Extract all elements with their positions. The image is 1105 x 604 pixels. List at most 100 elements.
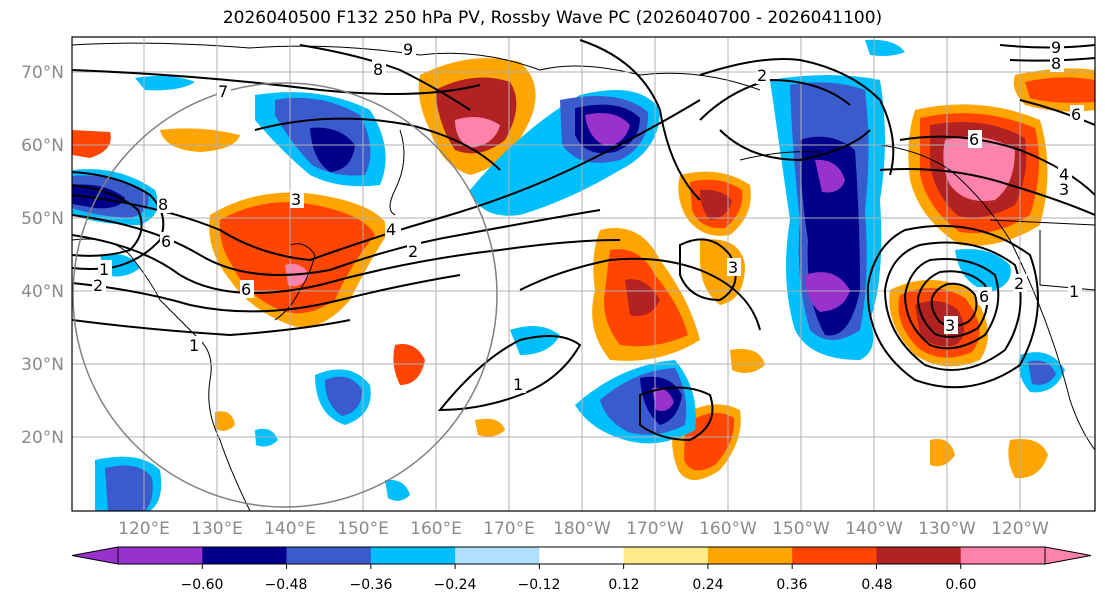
colorbar-extend-min <box>71 546 119 565</box>
contour-label: 6 <box>979 287 989 306</box>
pv-anomaly-shading <box>72 39 1095 511</box>
pv-positive-region <box>943 136 1015 201</box>
contour-label: 1 <box>1069 282 1079 301</box>
pv-positive-region <box>1008 439 1048 479</box>
colorbar-swatch <box>370 547 456 564</box>
lon-label: 140°E <box>264 519 316 539</box>
pv-positive-region <box>475 418 505 437</box>
pv-positive-region <box>625 279 660 316</box>
colorbar-tick-label: −0.36 <box>350 577 393 593</box>
contour-label: 9 <box>1051 38 1061 57</box>
colorbar-swatch <box>960 547 1046 564</box>
colorbar-tick-label: 0.36 <box>776 577 807 593</box>
contour-label: 9 <box>403 40 413 59</box>
pv-negative-region <box>815 159 845 193</box>
colorbar-swatch <box>623 547 709 564</box>
lat-label: 40°N <box>21 282 64 302</box>
pv-positive-region <box>700 189 732 220</box>
colorbar-tick-label: −0.24 <box>434 577 477 593</box>
contour-label: 1 <box>189 336 199 355</box>
pv-positive-region <box>684 412 735 471</box>
colorbar-swatches <box>71 546 1092 565</box>
pv-positive-region <box>930 439 955 467</box>
lat-label: 50°N <box>21 209 64 229</box>
colorbar-swatch <box>792 547 877 564</box>
lat-label: 70°N <box>21 63 64 83</box>
colorbar-tick-label: −0.48 <box>265 577 308 593</box>
contour-label: 2 <box>757 66 767 85</box>
contour-label: 6 <box>1071 105 1081 124</box>
pv-positive-region <box>730 349 765 374</box>
colorbar-tick-labels: −0.60 −0.48 −0.36 −0.24 −0.12 0.12 0.24 … <box>181 577 977 593</box>
contour-label: 1 <box>513 375 523 394</box>
map-frame <box>71 36 1096 512</box>
contour-label: 3 <box>1059 180 1069 199</box>
colorbar-tick-label: 0.24 <box>692 577 723 593</box>
lat-label: 60°N <box>21 136 64 156</box>
pv-positive-region <box>215 411 235 431</box>
contour-label: 6 <box>161 232 171 251</box>
latitude-labels: 70°N 60°N 50°N 40°N 30°N 20°N <box>21 63 64 448</box>
colorbar-swatch <box>455 547 540 564</box>
lat-label: 20°N <box>21 428 64 448</box>
contour-label: 8 <box>373 60 383 79</box>
lon-label: 130°W <box>918 519 976 539</box>
pv-negative-region <box>510 326 560 355</box>
colorbar-extend-max <box>1044 546 1092 565</box>
contour-label: 6 <box>241 280 251 299</box>
pv-negative-region <box>652 387 674 411</box>
lon-label: 150°W <box>772 519 830 539</box>
lon-label: 180°W <box>553 519 611 539</box>
colorbar-tick-label: −0.12 <box>518 577 561 593</box>
colorbar: −0.60 −0.48 −0.36 −0.24 −0.12 0.12 0.24 … <box>71 546 1092 593</box>
pv-positive-region <box>435 77 517 154</box>
contour-label: 8 <box>1051 54 1061 73</box>
map-content <box>72 37 1095 511</box>
figure-title: 2026040500 F132 250 hPa PV, Rossby Wave … <box>222 8 883 28</box>
lon-label: 120°E <box>118 519 170 539</box>
contour-label: 8 <box>158 195 168 214</box>
colorbar-swatch <box>286 547 372 564</box>
contour-label: 2 <box>1014 274 1024 293</box>
pv-positive-region <box>455 116 500 148</box>
longitude-labels: 120°E 130°E 140°E 150°E 160°E 170°E 180°… <box>118 519 1049 539</box>
lon-label: 160°W <box>699 519 757 539</box>
reference-circle <box>72 82 498 508</box>
pv-negative-region <box>325 376 362 416</box>
pv-positive-region <box>915 301 965 347</box>
pv-positive-region <box>1025 77 1095 103</box>
colorbar-swatch <box>118 547 203 564</box>
colorbar-swatch <box>539 547 625 564</box>
colorbar-tick-label: 0.48 <box>861 577 892 593</box>
pv-negative-region <box>805 272 850 312</box>
pv-negative-region <box>585 112 630 146</box>
colorbar-tick-label: 0.12 <box>608 577 639 593</box>
contour-label: 2 <box>93 276 103 295</box>
pv-positive-region <box>72 130 111 158</box>
pv-negative-region <box>135 75 195 91</box>
pv-negative-region <box>255 428 278 447</box>
lon-label: 170°W <box>626 519 684 539</box>
lon-label: 140°W <box>845 519 903 539</box>
lat-label: 30°N <box>21 355 64 375</box>
colorbar-ticks <box>201 564 962 569</box>
colorbar-swatch <box>707 547 793 564</box>
pv-negative-region <box>72 184 125 209</box>
contour-label: 3 <box>728 258 738 277</box>
lon-label: 150°E <box>337 519 389 539</box>
pv-negative-region <box>105 465 153 511</box>
pv-positive-region <box>160 128 240 152</box>
lon-label: 160°E <box>410 519 462 539</box>
contour-label: 6 <box>969 130 979 149</box>
contour-label: 4 <box>386 220 396 239</box>
pv-negative-region <box>1028 360 1056 385</box>
pv-negative-region <box>385 479 410 501</box>
contour-label: 7 <box>218 82 228 101</box>
contour-label: 1 <box>99 260 109 279</box>
contour-label: 4 <box>1059 165 1069 184</box>
lon-label: 130°E <box>191 519 243 539</box>
colorbar-tick-label: −0.60 <box>181 577 224 593</box>
contour-label: 2 <box>408 242 418 261</box>
